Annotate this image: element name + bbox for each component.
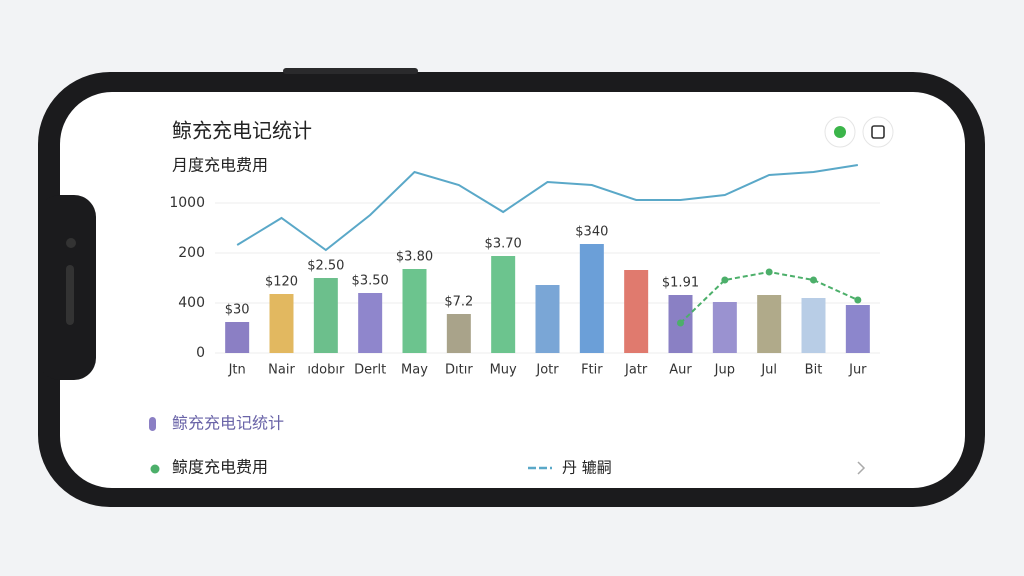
phone-button [283, 68, 418, 74]
legend-swatch [150, 464, 160, 474]
share-button[interactable] [862, 116, 894, 148]
x-tick-label: Jur [848, 363, 867, 378]
chart-subtitle: 月度充电费用 [172, 156, 268, 175]
data-label: $120 [265, 275, 298, 290]
x-tick-label: Jtn [228, 363, 246, 378]
bar [624, 270, 649, 353]
data-label: $3.80 [396, 250, 433, 265]
x-tick-label: ıdobır [307, 363, 345, 378]
bar [402, 269, 427, 353]
share-icon [871, 125, 885, 139]
bar [491, 256, 516, 353]
x-tick-label: Jotr [535, 363, 559, 378]
bar [269, 294, 294, 353]
x-tick-label: Jatr [624, 363, 648, 378]
legend-label: 鲸度充电费用 [172, 458, 268, 477]
data-label: $30 [225, 303, 250, 318]
point [854, 296, 862, 304]
legend-swatch [149, 417, 156, 431]
data-label: $340 [575, 225, 608, 240]
status-icon [834, 126, 846, 138]
x-tick-label: Ftir [581, 363, 603, 378]
legend-label: 丹 辘嗣 [562, 459, 612, 477]
y-tick-label: 0 [196, 345, 205, 361]
bar [313, 278, 338, 353]
bar [757, 295, 782, 353]
x-tick-label: Bit [805, 363, 823, 378]
y-tick-label: 400 [178, 295, 205, 311]
bar [801, 298, 826, 353]
bar [446, 314, 471, 353]
y-tick-label: 1000 [169, 195, 205, 211]
bar [535, 285, 560, 353]
chart-title: 鲸充充电记统计 [172, 119, 312, 143]
bar [358, 293, 383, 353]
data-label: $2.50 [307, 259, 344, 274]
line [236, 164, 858, 252]
x-tick-label: Muy [490, 363, 517, 378]
point [765, 268, 773, 276]
x-tick-label: Jup [714, 363, 735, 378]
x-tick-label: Nair [268, 363, 295, 378]
x-tick-label: Aur [669, 363, 692, 378]
y-tick-label: 200 [178, 245, 205, 261]
point [810, 276, 817, 284]
point [721, 276, 729, 284]
legend-label: 鲸充充电记统计 [172, 414, 284, 433]
data-label: $3.70 [485, 237, 522, 252]
bar [845, 305, 870, 353]
x-tick-label: Derlt [354, 363, 386, 378]
data-label: $7.2 [444, 295, 473, 310]
x-tick-label: May [401, 363, 428, 378]
camera [66, 238, 76, 248]
x-tick-label: Jul [760, 363, 777, 378]
x-tick-label: Dıtır [445, 363, 473, 378]
speaker [66, 265, 74, 325]
bar [579, 244, 604, 353]
data-label: $3.50 [352, 274, 389, 289]
data-label: $1.91 [662, 276, 699, 291]
bar [712, 302, 737, 353]
chevron[interactable] [857, 461, 866, 475]
point [677, 319, 684, 327]
bar [225, 322, 250, 353]
